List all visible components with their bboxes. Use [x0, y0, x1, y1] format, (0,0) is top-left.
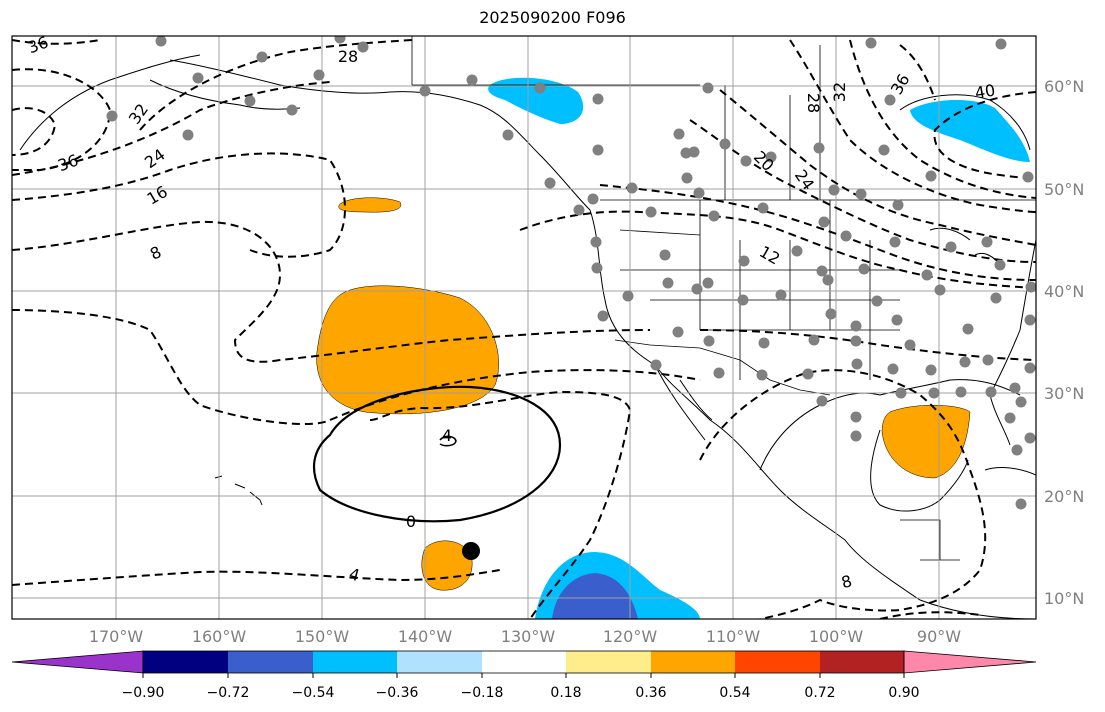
- contour-8: [12, 220, 651, 363]
- lon-label: 90°W: [917, 627, 961, 646]
- contour-16: [12, 152, 346, 258]
- colorbar-tick-label: −0.36: [376, 685, 419, 701]
- coast-north-america-west: [169, 59, 1036, 619]
- colorbar-tick-label: 0.18: [550, 685, 581, 701]
- contour-label: 28: [804, 93, 823, 113]
- contour-east-40: [933, 91, 1036, 179]
- lat-label: 30°N: [1044, 384, 1084, 403]
- lat-label: 50°N: [1044, 180, 1084, 199]
- contour-4-west: [12, 569, 501, 586]
- contour-central-a: [329, 369, 701, 421]
- contour-east-44: [699, 329, 1036, 361]
- contour-label: 4: [442, 426, 452, 445]
- contour-4-mid: [369, 390, 632, 619]
- colorbar-bin: [143, 651, 228, 673]
- contour-label: 40: [973, 80, 996, 102]
- map-title: 2025090200 F096: [479, 8, 626, 27]
- map-area: [12, 36, 1036, 619]
- colorbar-over: [903, 650, 1037, 674]
- lat-label: 10°N: [1044, 589, 1084, 608]
- colorbar-bin: [228, 651, 313, 673]
- colorbar-tick-label: 0.90: [888, 685, 919, 701]
- colorbar-tick-label: 0.54: [719, 685, 750, 701]
- lon-label: 120°W: [603, 627, 658, 646]
- lon-label: 110°W: [706, 627, 761, 646]
- colorbar-tick-label: −0.90: [122, 685, 165, 701]
- contour-south-12: [879, 611, 981, 619]
- contour-east-36: [899, 44, 936, 101]
- station-dots: [106, 36, 1036, 510]
- fill-negative-hudson: [910, 99, 1030, 162]
- contour-36-nw: [12, 39, 101, 45]
- colorbar-tick-label: −0.18: [461, 685, 504, 701]
- contour-label: 0: [406, 512, 416, 531]
- contour-label: 36: [25, 32, 51, 57]
- contour-east-12: [519, 210, 1036, 289]
- border-us-states: [619, 200, 900, 380]
- colorbar-bin: [313, 651, 397, 673]
- fill-negative-south-dark: [552, 573, 638, 619]
- lon-label: 140°W: [398, 627, 453, 646]
- longitude-labels: 170°W 160°W 150°W 140°W 130°W 120°W 110°…: [89, 627, 961, 646]
- lat-label: 40°N: [1044, 282, 1084, 301]
- lon-label: 100°W: [809, 627, 864, 646]
- colorbar-tick-label: −0.72: [207, 685, 250, 701]
- colorbar-bin: [482, 651, 566, 673]
- contour-east-32: [849, 39, 1036, 199]
- map-border: [11, 35, 1037, 620]
- contour-24: [12, 81, 331, 176]
- fill-positive-pacific: [316, 285, 499, 415]
- latitude-labels: 60°N 50°N 40°N 30°N 20°N 10°N: [1044, 77, 1084, 608]
- contour-zero: [313, 385, 562, 523]
- graticule: [12, 36, 1036, 619]
- contour-label: 4: [347, 564, 362, 585]
- anomaly-fills: [316, 77, 1030, 619]
- colorbar-under: [11, 650, 144, 674]
- contour-28: [139, 39, 413, 131]
- lon-label: 130°W: [501, 627, 556, 646]
- contour-8-east: [699, 369, 987, 619]
- colorbar-bin: [397, 651, 482, 673]
- border-central-america: [900, 519, 960, 561]
- colorbar: −0.90 −0.72 −0.54 −0.36 −0.18 0.18 0.36 …: [11, 650, 1037, 701]
- contour-east-16: [599, 184, 1036, 281]
- contour-36-nw-inner: [12, 107, 57, 156]
- colorbar-bin: [566, 651, 651, 673]
- coast-yucatan: [870, 429, 969, 512]
- contour-label: 32: [830, 82, 849, 102]
- contour-label: 8: [839, 571, 854, 592]
- lat-label: 60°N: [1044, 77, 1084, 96]
- coast-baja: [654, 364, 713, 441]
- colorbar-bin: [735, 651, 820, 673]
- lat-label: 20°N: [1044, 487, 1084, 506]
- contour-8-inner: [12, 309, 331, 425]
- contour-label: 28: [338, 47, 358, 66]
- coast-florida: [989, 394, 1011, 446]
- coast-east: [989, 239, 1036, 396]
- fill-positive-small-north: [338, 197, 402, 213]
- lon-label: 160°W: [192, 627, 247, 646]
- colorbar-tick-label: −0.54: [292, 685, 335, 701]
- coastlines: [19, 54, 1036, 619]
- geopotential-contours: [12, 39, 1036, 619]
- colorbar-tick-label: 0.36: [635, 685, 666, 701]
- storm-marker: [462, 542, 480, 560]
- lon-label: 170°W: [89, 627, 144, 646]
- fill-negative-canada: [488, 77, 584, 124]
- contour-small-4: [439, 435, 457, 447]
- lon-label: 150°W: [295, 627, 350, 646]
- coast-alaska: [19, 54, 301, 151]
- colorbar-tick-label: 0.72: [804, 685, 835, 701]
- colorbar-bin: [651, 651, 735, 673]
- coast-cuba: [984, 467, 1036, 476]
- contour-east-28: [789, 39, 1036, 213]
- colorbar-bin: [820, 651, 904, 673]
- coast-gulf-of-mexico: [759, 379, 1021, 471]
- contour-east-24: [719, 89, 1036, 246]
